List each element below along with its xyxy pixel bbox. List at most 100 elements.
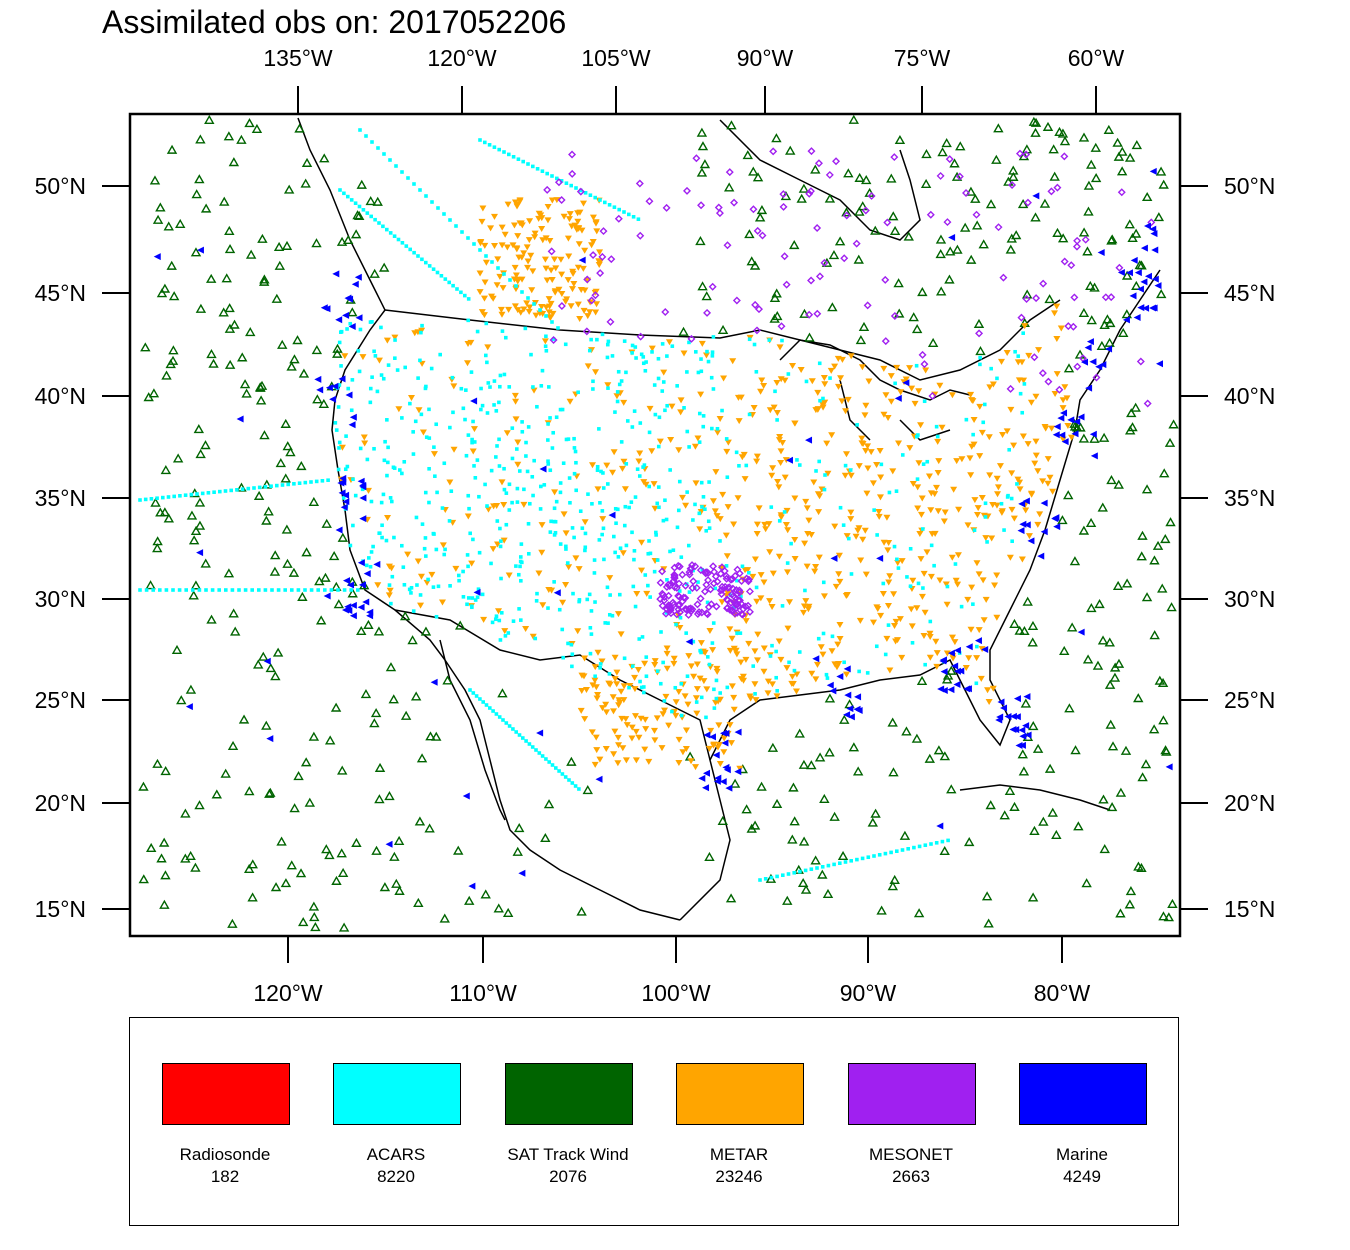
sat-track-wind-marker — [911, 733, 923, 743]
acars-marker — [337, 340, 342, 345]
marine-marker — [344, 294, 352, 302]
marine-marker — [714, 774, 722, 782]
acars-marker — [613, 550, 617, 555]
acars-marker — [393, 338, 397, 342]
acars-marker — [542, 483, 547, 487]
metar-marker — [975, 627, 983, 634]
acars-marker — [515, 447, 519, 451]
mesonet-marker — [668, 598, 677, 607]
sat-track-wind-marker — [413, 897, 424, 907]
marine-marker — [953, 680, 961, 688]
legend-count: 8220 — [377, 1167, 415, 1186]
acars-marker — [712, 706, 717, 710]
metar-marker — [709, 498, 717, 505]
marine-marker — [1058, 431, 1066, 439]
sat-track-wind-marker — [292, 335, 303, 345]
metar-marker — [1018, 359, 1026, 366]
sat-track-wind-marker — [970, 193, 981, 203]
sat-track-wind-marker — [1124, 152, 1136, 162]
sat-track-wind-marker — [1069, 421, 1081, 431]
metar-marker — [592, 219, 600, 226]
acars-marker — [656, 376, 661, 381]
acars-marker — [587, 348, 592, 353]
acars-marker — [485, 504, 489, 508]
metar-marker — [614, 611, 622, 618]
acars-marker — [460, 230, 464, 234]
marine-marker — [331, 382, 339, 390]
acars-marker — [504, 491, 509, 495]
acars-marker — [275, 483, 279, 488]
acars-marker — [501, 718, 505, 722]
marine-marker — [1013, 713, 1021, 721]
mesonet-marker — [722, 571, 731, 580]
acars-marker — [535, 591, 539, 596]
marine-marker — [940, 687, 948, 695]
sat-track-wind-marker — [330, 702, 342, 712]
sat-track-wind-marker — [208, 358, 219, 368]
acars-marker — [546, 606, 550, 610]
sat-track-wind-marker — [194, 497, 206, 507]
acars-marker — [385, 418, 389, 422]
metar-marker — [836, 635, 844, 642]
metar-marker — [832, 583, 840, 590]
metar-marker — [865, 378, 873, 385]
mesonet-marker — [645, 197, 654, 206]
acars-marker — [999, 501, 1004, 506]
sat-track-wind-marker — [829, 811, 840, 821]
acars-marker — [780, 604, 785, 608]
mesonet-marker — [751, 300, 760, 309]
metar-marker — [728, 635, 736, 642]
marine-marker — [1142, 304, 1150, 312]
sat-track-wind-marker — [271, 293, 283, 303]
metar-marker — [802, 498, 810, 505]
acars-marker — [953, 562, 958, 566]
metar-marker — [611, 676, 619, 683]
marine-marker — [1057, 414, 1065, 422]
acars-marker — [916, 581, 921, 586]
acars-marker — [479, 386, 483, 391]
mesonet-marker — [1055, 385, 1064, 394]
acars-marker — [638, 421, 643, 425]
metar-marker — [926, 654, 934, 661]
sat-track-wind-marker — [944, 274, 955, 284]
metar-marker — [530, 387, 538, 394]
marine-marker — [153, 253, 161, 261]
metar-marker — [677, 397, 685, 404]
mesonet-marker — [672, 583, 681, 592]
metar-marker — [923, 549, 931, 556]
metar-marker — [980, 617, 988, 624]
acars-marker — [477, 550, 482, 555]
acars-marker — [567, 778, 571, 782]
acars-marker — [971, 432, 975, 437]
sat-track-wind-marker — [942, 670, 954, 680]
marine-marker — [1032, 192, 1040, 200]
metar-marker — [949, 655, 957, 662]
sat-track-wind-marker — [220, 768, 231, 778]
sat-track-wind-marker — [937, 147, 948, 157]
sat-track-wind-marker — [1113, 151, 1125, 161]
sat-track-wind-marker — [493, 903, 504, 913]
metar-marker — [938, 424, 946, 431]
mesonet-marker — [664, 591, 673, 600]
sat-track-wind-marker — [369, 718, 380, 728]
sat-track-wind-marker — [965, 186, 977, 196]
mesonet-marker — [730, 609, 739, 618]
acars-marker — [602, 557, 606, 562]
sat-track-wind-marker — [336, 236, 348, 246]
acars-marker — [395, 368, 400, 372]
marine-marker — [462, 792, 470, 800]
acars-marker — [855, 857, 859, 862]
mesonet-marker — [1044, 377, 1053, 386]
sat-track-wind-marker — [347, 307, 358, 317]
acars-marker — [910, 641, 915, 645]
metar-marker — [893, 364, 901, 371]
acars-marker — [774, 675, 779, 680]
sat-track-wind-marker — [796, 193, 807, 203]
sat-track-wind-marker — [425, 731, 436, 741]
sat-track-wind-marker — [824, 747, 835, 757]
acars-marker — [499, 576, 503, 581]
mesonet-marker — [697, 201, 706, 210]
acars-marker — [598, 198, 602, 202]
metar-marker — [864, 465, 872, 472]
metar-marker — [516, 220, 524, 227]
